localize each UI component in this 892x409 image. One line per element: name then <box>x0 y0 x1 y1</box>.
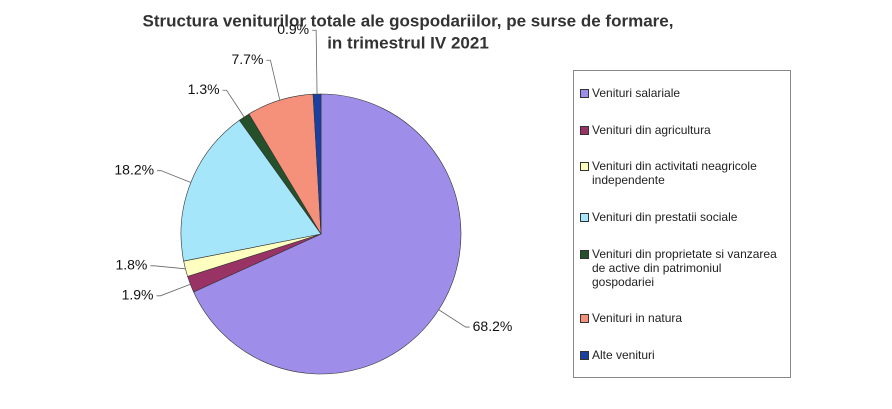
legend-swatch <box>580 125 589 135</box>
legend-item: Venituri in natura <box>580 311 784 325</box>
legend-label: Venituri in natura <box>592 311 683 326</box>
legend-label: Venituri salariale <box>592 86 681 101</box>
legend-item: Venituri salariale <box>580 86 784 100</box>
leader-line <box>156 283 191 297</box>
leader-line <box>157 170 191 183</box>
leader-line <box>438 309 470 328</box>
chart-title: Structura veniturilor totale ale gospoda… <box>143 11 674 30</box>
legend-swatch <box>580 89 589 99</box>
data-label: 1.3% <box>188 81 220 97</box>
pie-slice <box>193 93 462 375</box>
data-label: 1.9% <box>122 287 154 303</box>
legend-label: Venituri din prestatii sociale <box>592 209 738 224</box>
legend-swatch <box>580 162 589 172</box>
legend-label: Alte venituri <box>592 347 655 362</box>
legend-item: Venituri din agricultura <box>580 123 784 137</box>
leader-line <box>150 265 186 270</box>
data-label: 0.9% <box>277 21 309 37</box>
data-label: 68.2% <box>473 318 513 334</box>
data-label: 18.2% <box>114 161 154 177</box>
leader-line <box>312 29 318 95</box>
legend-label: Venituri din proprietate si vanzarea de … <box>592 246 777 289</box>
legend-swatch <box>580 249 589 259</box>
leader-line <box>222 89 245 118</box>
legend-swatch <box>580 314 589 324</box>
pie-slice <box>180 119 322 262</box>
legend: Venituri salariale Venituri din agricultu… <box>573 70 791 378</box>
legend-item: Venituri din proprietate si vanzarea de … <box>580 247 784 289</box>
legend-label: Venituri din agricultura <box>592 122 711 137</box>
legend-swatch <box>580 350 589 360</box>
legend-label: Venituri din activitati neagricole indep… <box>592 159 757 188</box>
data-label: 1.8% <box>115 257 147 273</box>
chart-title: in trimestrul IV 2021 <box>327 33 489 52</box>
leader-line <box>266 59 281 101</box>
legend-swatch <box>580 212 589 222</box>
legend-item: Venituri din activitati neagricole indep… <box>580 159 784 187</box>
data-label: 7.7% <box>232 51 264 67</box>
legend-item: Alte venituri <box>580 348 784 362</box>
pie-slice <box>312 93 322 235</box>
legend-item: Venituri din prestatii sociale <box>580 210 784 224</box>
